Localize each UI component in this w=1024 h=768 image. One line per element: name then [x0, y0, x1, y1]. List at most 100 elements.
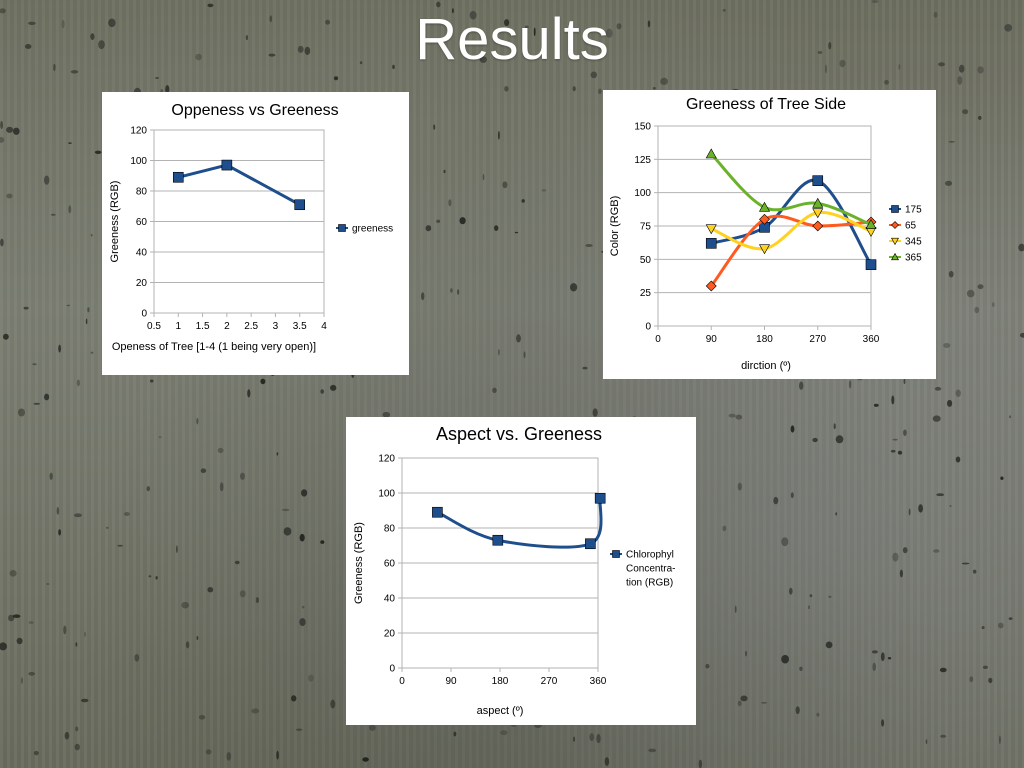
bark-speck	[880, 652, 885, 662]
bark-speck	[469, 10, 477, 20]
bark-speck	[301, 489, 308, 497]
bark-speck	[9, 570, 17, 577]
series-175	[705, 175, 877, 270]
bark-speck	[589, 733, 595, 742]
x-tick-label: 180	[492, 676, 509, 687]
bark-speck	[735, 414, 743, 420]
bark-speck	[523, 351, 526, 359]
bark-speck	[0, 642, 7, 651]
legend-entry: Chlorophyl Concentra-tion (RGB)	[610, 550, 675, 589]
bark-speck	[226, 752, 232, 761]
bark-speck	[134, 654, 140, 662]
bark-speck	[903, 429, 907, 436]
bark-speck	[421, 292, 425, 301]
bark-speck	[1018, 243, 1024, 252]
bark-speck	[570, 283, 578, 292]
y-tick-label: 75	[640, 222, 652, 233]
bark-speck	[825, 64, 827, 74]
bark-speck	[6, 193, 13, 199]
bark-speck	[74, 743, 80, 751]
series-chlorophyl-concentra-tion-rgb-	[432, 492, 606, 550]
bark-speck	[988, 677, 993, 684]
bark-speck	[87, 307, 90, 313]
bark-speck	[828, 42, 832, 50]
bark-speck	[85, 318, 88, 325]
bark-speck	[497, 130, 500, 140]
bark-speck	[957, 76, 963, 85]
x-axis-label: dirction (º)	[741, 360, 791, 372]
bark-speck	[359, 61, 363, 65]
bark-speck	[276, 750, 279, 760]
y-tick-label: 80	[136, 187, 148, 198]
bark-speck	[146, 486, 150, 492]
y-tick-label: 40	[384, 594, 396, 605]
bark-speck	[90, 33, 95, 40]
bark-speck	[502, 181, 508, 189]
bark-speck	[260, 378, 266, 385]
bark-speck	[648, 748, 657, 753]
bark-speck	[150, 379, 154, 383]
bark-speck	[604, 757, 610, 766]
data-point-marker	[612, 550, 620, 558]
bark-speck	[176, 545, 178, 553]
bark-speck	[482, 173, 485, 181]
bark-speck	[977, 66, 984, 74]
bark-speck	[3, 333, 9, 340]
bark-speck	[240, 472, 245, 480]
bark-speck	[940, 734, 947, 738]
bark-speck	[734, 605, 737, 613]
bark-speck	[892, 552, 899, 562]
bark-speck	[918, 504, 923, 513]
data-point-marker	[890, 237, 900, 246]
x-axis-label: aspect (º)	[477, 705, 524, 717]
y-tick-label: 100	[378, 489, 395, 500]
bark-speck	[947, 399, 953, 407]
bark-speck	[308, 674, 314, 682]
data-point-marker	[891, 205, 899, 213]
y-tick-label: 20	[384, 629, 396, 640]
bark-speck	[825, 641, 833, 649]
bark-speck	[722, 525, 727, 532]
bark-speck	[84, 631, 86, 637]
bark-speck	[871, 0, 879, 3]
bark-speck	[50, 213, 56, 216]
data-point-marker	[338, 224, 346, 232]
bark-speck	[790, 492, 794, 499]
bark-speck	[902, 547, 908, 554]
data-point-marker	[812, 175, 824, 186]
x-tick-label: 3.5	[293, 321, 307, 332]
bark-speck	[245, 35, 249, 41]
bark-speck	[23, 306, 29, 310]
bark-speck	[302, 605, 305, 609]
y-tick-label: 40	[136, 248, 148, 259]
x-tick-label: 0.5	[147, 321, 161, 332]
bark-speck	[75, 642, 78, 647]
bark-speck	[251, 708, 260, 714]
aspect-chart: Aspect vs. Greeness 0 20 40 60 80 100 120 0 90 180…	[353, 424, 675, 717]
bark-speck	[828, 595, 832, 598]
data-point-marker	[891, 221, 899, 229]
data-point-marker	[172, 171, 184, 183]
bark-speck	[898, 64, 901, 70]
bark-speck	[872, 662, 876, 672]
bark-speck	[33, 402, 41, 405]
bark-speck	[737, 482, 742, 491]
bark-speck	[903, 378, 906, 385]
bark-speck	[884, 79, 889, 85]
bark-speck	[255, 597, 259, 604]
bark-speck	[745, 650, 747, 657]
legend-entry: 65	[889, 221, 917, 232]
bark-speck	[533, 27, 536, 37]
bark-speck	[433, 124, 436, 130]
bark-speck	[871, 650, 878, 654]
bark-speck	[207, 3, 214, 8]
bark-speck	[790, 425, 795, 433]
bark-speck	[123, 512, 130, 516]
bark-speck	[66, 304, 71, 307]
data-point-marker	[594, 492, 606, 504]
bark-speck	[881, 719, 885, 727]
series-line	[709, 214, 873, 288]
bark-speck	[58, 529, 61, 536]
bark-speck	[68, 142, 72, 145]
bark-speck	[897, 450, 903, 455]
